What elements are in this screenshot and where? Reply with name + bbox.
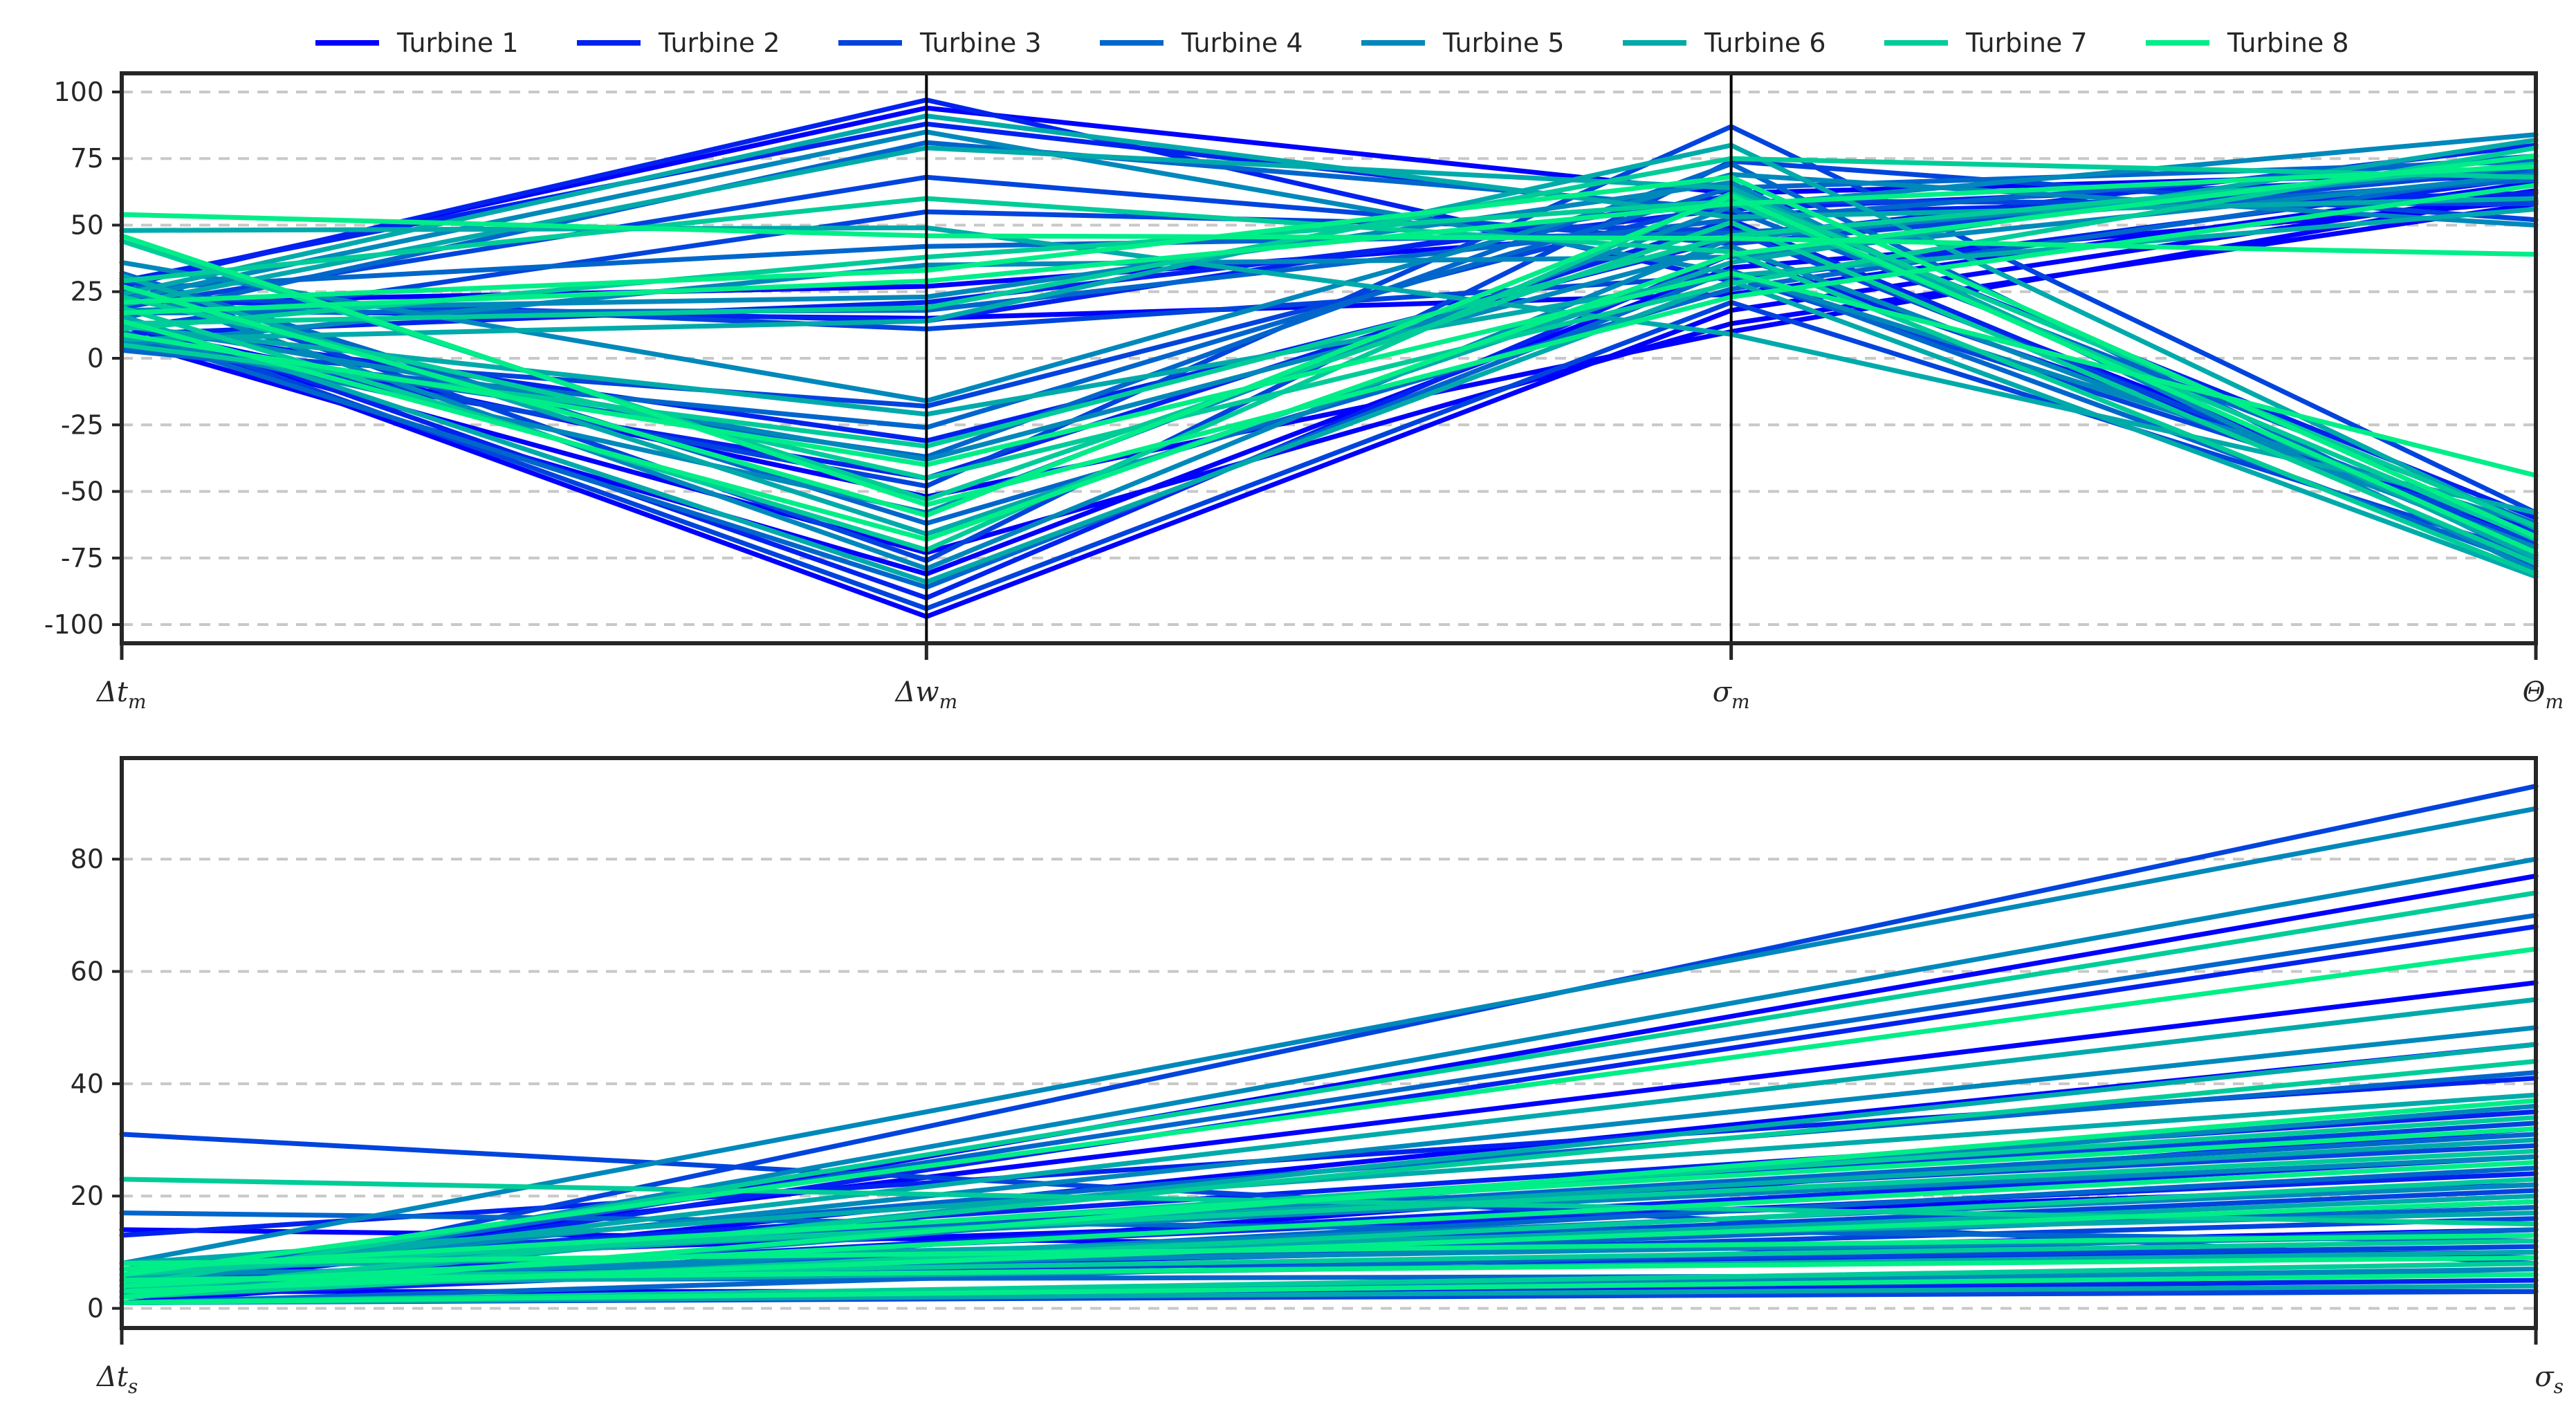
legend-item: Turbine 5	[1361, 28, 1565, 58]
plot-frame	[120, 756, 2538, 1330]
series-line	[119, 1058, 2539, 1294]
series-line	[119, 268, 2539, 590]
legend-label: Turbine 3	[919, 28, 1042, 58]
y-tick-label: 75	[71, 143, 104, 174]
y-tick-label: 40	[71, 1069, 104, 1099]
y-tick-label: 0	[87, 1293, 104, 1324]
series-line	[119, 225, 2539, 515]
y-tick-label: 20	[71, 1181, 104, 1211]
series-line	[119, 1272, 2539, 1305]
legend-label: Turbine 8	[2227, 28, 2349, 58]
legend-item: Turbine 8	[2146, 28, 2349, 58]
legend-label: Turbine 5	[1442, 28, 1565, 58]
y-tick-label: 25	[71, 277, 104, 307]
category-label: σs	[2534, 1361, 2564, 1398]
series-line	[119, 1160, 2539, 1289]
series-line	[119, 212, 2539, 257]
series-line	[119, 187, 2539, 619]
series-line	[119, 243, 2539, 550]
legend-label: Turbine 7	[1965, 28, 2088, 58]
category-label: Δts	[95, 1361, 138, 1398]
series-line	[119, 1255, 2539, 1283]
series-line	[119, 105, 2539, 286]
series-turbine-8	[119, 153, 2539, 555]
series-line	[119, 161, 2539, 449]
legend-label: Turbine 6	[1704, 28, 1826, 58]
category-label: Θm	[2523, 676, 2564, 713]
category-label: Δwm	[894, 676, 957, 713]
bottom-parallel-chart: 80 60 40 20 0 Δts σs	[71, 756, 2564, 1398]
legend-item: Turbine 1	[315, 28, 519, 58]
series-line	[119, 145, 2539, 481]
series-line	[119, 113, 2539, 297]
series-line	[119, 199, 2539, 542]
y-tick-label: -100	[44, 609, 104, 640]
legend-item: Turbine 3	[838, 28, 1042, 58]
series-line	[119, 1233, 2539, 1266]
series-line	[119, 1238, 2539, 1283]
y-tick-label: 50	[71, 210, 104, 240]
y-tick-label: 60	[71, 956, 104, 986]
series-line	[119, 1092, 2539, 1266]
legend-label: Turbine 4	[1181, 28, 1303, 58]
category-label: σm	[1713, 676, 1750, 713]
legend: Turbine 1 Turbine 2 Turbine 3 Turbine 4 Turb…	[315, 28, 2349, 58]
legend-item: Turbine 4	[1100, 28, 1303, 58]
series-line	[119, 278, 2539, 584]
series-line	[119, 153, 2539, 542]
series-line	[119, 924, 2539, 1294]
series-line	[119, 129, 2539, 529]
y-tick-label: 80	[71, 844, 104, 874]
y-tick-label: -75	[61, 543, 104, 573]
series-line	[119, 1025, 2539, 1283]
series-line	[119, 153, 2539, 315]
y-tick-label: 100	[53, 77, 104, 107]
y-tick-label: 0	[87, 343, 104, 374]
series-line	[119, 164, 2539, 315]
series-turbine-8	[119, 946, 2539, 1305]
y-tick-label: -50	[61, 477, 104, 507]
legend-label: Turbine 1	[396, 28, 519, 58]
series-line	[119, 784, 2539, 1300]
series-line	[119, 946, 2539, 1278]
series-line	[119, 1148, 2539, 1272]
legend-item: Turbine 2	[577, 28, 780, 58]
series-line	[119, 183, 2539, 508]
series-line	[119, 1126, 2539, 1272]
series-line	[119, 156, 2539, 326]
series-line	[119, 912, 2539, 1289]
legend-item: Turbine 7	[1884, 28, 2088, 58]
series-line	[119, 193, 2539, 555]
legend-item: Turbine 6	[1623, 28, 1826, 58]
y-tick-label: -25	[61, 409, 104, 440]
legend-label: Turbine 2	[658, 28, 780, 58]
top-parallel-chart: 100 75 50 25 0 -25 -50 -75 -100 Δtm Δwm σm Θm	[44, 71, 2564, 713]
category-label: Δtm	[95, 676, 147, 713]
series-line	[119, 209, 2539, 547]
series-line	[119, 174, 2539, 540]
